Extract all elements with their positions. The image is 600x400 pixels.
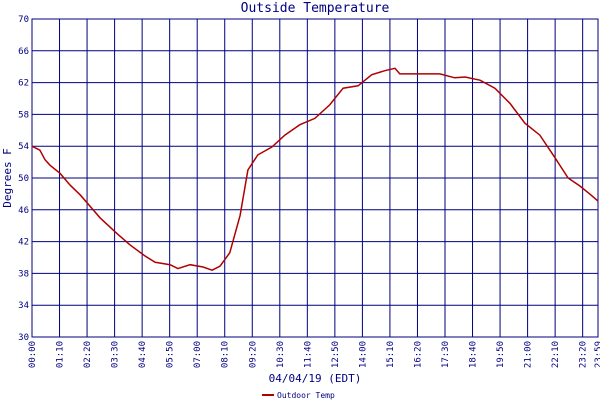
x-tick-label: 08:10: [221, 341, 231, 368]
y-tick-label: 30: [18, 333, 29, 343]
x-tick-label: 01:10: [56, 341, 66, 368]
y-tick-label: 38: [18, 269, 29, 279]
x-tick-label: 12:50: [331, 341, 341, 368]
x-tick-label: 15:10: [386, 341, 396, 368]
x-tick-label: 02:20: [83, 341, 93, 368]
x-tick-label: 00:00: [28, 341, 38, 368]
x-tick-label: 19:50: [496, 341, 506, 368]
y-tick-label: 42: [18, 238, 29, 248]
x-tick-label: 04:40: [138, 341, 148, 368]
chart-title: Outside Temperature: [241, 1, 390, 16]
x-axis-label: 04/04/19 (EDT): [269, 372, 362, 385]
y-tick-label: 46: [18, 206, 29, 216]
x-tick-label: 16:20: [413, 341, 423, 368]
y-tick-label: 34: [18, 301, 29, 311]
x-tick-label: 22:10: [551, 341, 561, 368]
x-tick-label: 09:20: [248, 341, 258, 368]
x-tick-label: 14:00: [358, 341, 368, 368]
y-tick-label: 58: [18, 110, 29, 120]
x-tick-label: 23:59: [594, 341, 600, 368]
x-tick-label: 11:40: [303, 341, 313, 368]
legend-label: Outdoor Temp: [277, 391, 335, 400]
x-tick-label: 03:30: [111, 341, 121, 368]
y-tick-label: 70: [18, 15, 29, 25]
y-axis-label: Degrees F: [1, 148, 14, 208]
x-tick-label: 07:00: [193, 341, 203, 368]
x-tick-label: 21:00: [524, 341, 534, 368]
y-tick-label: 66: [18, 47, 29, 57]
x-tick-label: 17:30: [441, 341, 451, 368]
y-tick-label: 62: [18, 79, 29, 89]
y-tick-label: 54: [18, 142, 29, 152]
x-tick-label: 10:30: [276, 341, 286, 368]
x-tick-label: 05:50: [166, 341, 176, 368]
x-tick-label: 23:20: [579, 341, 589, 368]
y-tick-label: 50: [18, 174, 29, 184]
x-tick-label: 18:40: [469, 341, 479, 368]
data-line: [31, 67, 599, 272]
